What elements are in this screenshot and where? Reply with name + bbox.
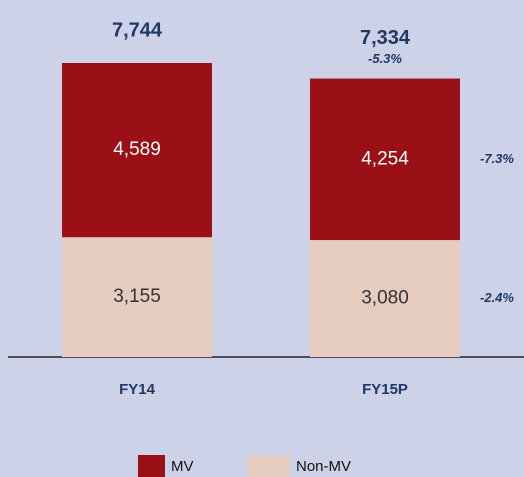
change-label: -2.4% [480,290,514,305]
bar-segment [62,63,212,238]
total-label: 7,744 [112,19,163,41]
bar-segment [62,237,212,357]
bar-segment [310,240,460,357]
x-tick-label: FY15P [362,381,408,398]
value-label: 4,589 [113,139,161,160]
bar-segment [310,78,460,241]
value-label: 4,254 [361,148,409,169]
legend-swatch [138,455,165,477]
legend-label: MV [171,458,194,475]
value-label: 3,155 [113,286,161,307]
change-label: -7.3% [480,151,514,166]
value-label: 3,080 [361,288,409,309]
total-change-label: -5.3% [368,51,402,66]
x-tick-label: FY14 [119,381,156,398]
legend-swatch [248,455,290,477]
total-label: 7,334 [360,27,411,49]
legend-label: Non-MV [296,458,351,475]
